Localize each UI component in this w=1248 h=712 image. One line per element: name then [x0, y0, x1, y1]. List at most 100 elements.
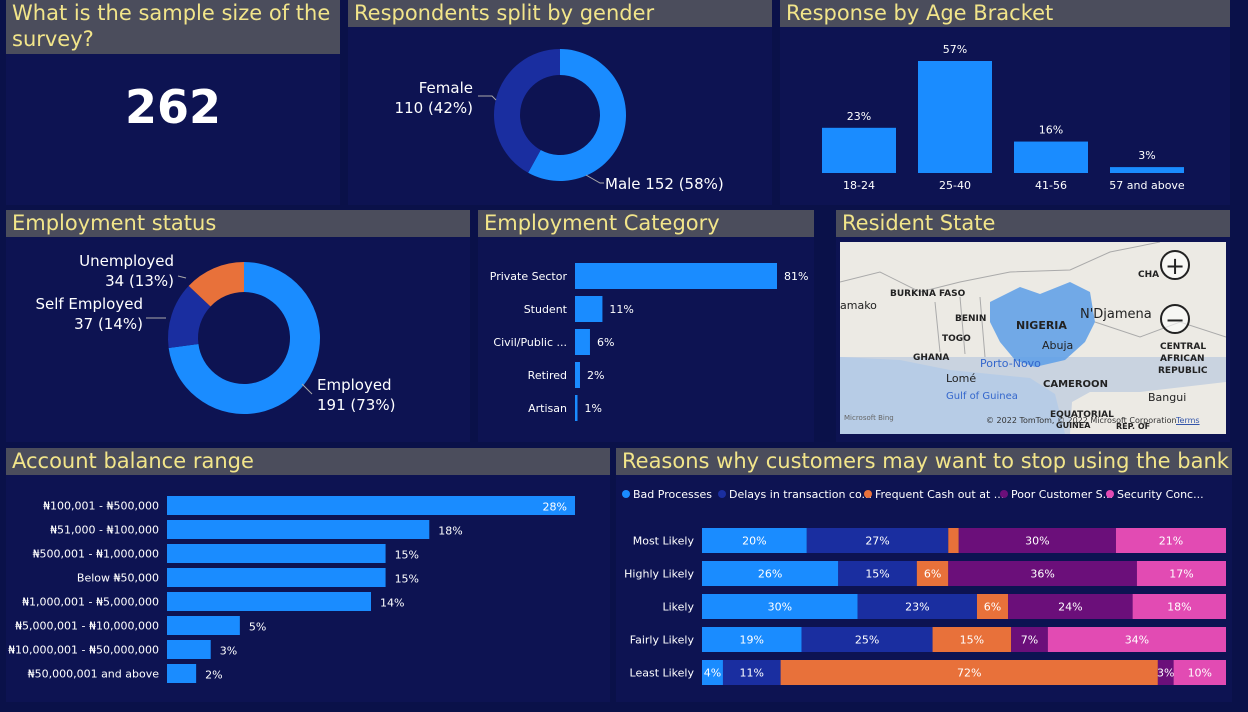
map-border-central	[1094, 321, 1226, 338]
reason-segment-frequent-cash-out-at	[948, 528, 959, 553]
legend-marker	[1106, 490, 1114, 498]
reason-segment-security-conc	[1047, 627, 1226, 652]
age-bar-label: 3%	[1138, 149, 1155, 162]
map-labels: BURKINA FASO amako BENIN NIGERIA N'Djamena CH…	[840, 270, 1208, 431]
balance-category-label: ₦1,000,001 - ₦5,000,000	[22, 596, 159, 609]
legend-marker	[718, 490, 726, 498]
employment-status-donut-chart: Unemployed 34 (13%) Self Employed 37 (14…	[35, 252, 395, 414]
reason-segment-label: 4%	[704, 667, 721, 680]
balance-bar	[167, 592, 371, 611]
map-place-label: REP. OF	[1116, 422, 1150, 431]
category-bar-artisan	[575, 395, 578, 421]
map-place-label: CHA	[1138, 270, 1159, 280]
reason-segment-frequent-cash-out-at	[916, 561, 949, 586]
employment-category-panel: Employment Category Private Sector 81% Stu…	[478, 210, 814, 442]
employment-status-donut	[168, 262, 320, 414]
map-place-label: GUINEA	[1056, 421, 1091, 430]
category-label: Student	[524, 303, 568, 316]
female-label: Female	[419, 79, 473, 97]
legend-marker	[1000, 490, 1008, 498]
account-balance-panel: Account balance range ₦100,001 - ₦500,00…	[6, 448, 610, 702]
reason-segment-frequent-cash-out-at	[932, 627, 1012, 652]
map-place-label: BURKINA FASO	[890, 289, 966, 299]
reason-segment-security-conc	[1115, 528, 1226, 553]
balance-value-label: 2%	[205, 669, 222, 682]
employment-category-bar-chart: Private Sector 81% Student 11% Civil/Public …	[490, 263, 808, 421]
category-value-label: 11%	[609, 303, 633, 316]
reason-segment-bad-processes	[702, 561, 839, 586]
reason-segment-delays-in-transaction-co	[801, 627, 933, 652]
age-bar-57-and-above	[1110, 167, 1184, 173]
reasons-title: Reasons why customers may want to stop u…	[616, 448, 1232, 475]
balance-category-label: ₦10,000,001 - ₦50,000,000	[8, 644, 159, 657]
map-attribution: © 2022 TomTom, © 2022 Microsoft Corporat…	[986, 416, 1177, 425]
age-bar-25-40	[918, 61, 992, 173]
account-balance-bar-chart: ₦100,001 - ₦500,000 28% ₦51,000 - ₦100,000…	[8, 496, 575, 683]
reason-segment-poor-customer-s	[1157, 660, 1174, 685]
reason-category-label: Least Likely	[630, 667, 695, 680]
employed-leader-line	[301, 383, 313, 395]
legend-label: Security Conc...	[1117, 488, 1204, 501]
reasons-panel: Reasons why customers may want to stop u…	[616, 448, 1232, 702]
map-place-label: AFRICAN	[1160, 354, 1205, 364]
reasons-stacked-bar-chart: Bad Processes Delays in transaction co...…	[622, 488, 1226, 685]
age-bar-chart: 23% 18-24 57% 25-40 16% 41-56 3% 57 and above	[822, 43, 1185, 192]
reason-segment-delays-in-transaction-co	[838, 561, 917, 586]
reason-segment-bad-processes	[702, 627, 802, 652]
map-terms-link[interactable]: Terms	[1176, 416, 1200, 425]
reason-segment-poor-customer-s	[1011, 627, 1048, 652]
age-bar-label: 23%	[847, 110, 871, 123]
employment-status-panel: Employment status Unemployed 34 (13%) Se…	[6, 210, 470, 442]
resident-state-panel: Resident State BURKINA FASO amako BENIN NIG…	[836, 210, 1230, 442]
balance-bar	[167, 616, 240, 635]
reason-segment-security-conc	[1132, 594, 1226, 619]
reason-segment-security-conc	[1136, 561, 1226, 586]
unemployed-slice	[188, 262, 244, 307]
resident-state-title: Resident State	[836, 210, 1230, 237]
reason-category-label: Fairly Likely	[630, 634, 695, 647]
reason-segment-label: 10%	[1188, 667, 1212, 680]
map-view[interactable]: BURKINA FASO amako BENIN NIGERIA N'Djamena CH…	[840, 242, 1226, 434]
unemployed-label: Unemployed	[79, 252, 174, 270]
reason-segment-label: 15%	[865, 568, 889, 581]
map-place-label: amako	[840, 299, 877, 312]
age-category-label: 25-40	[939, 179, 971, 192]
self-employed-label: Self Employed	[35, 295, 143, 313]
reason-segment-delays-in-transaction-co	[722, 660, 781, 685]
reason-segment-label: 3%	[1157, 667, 1174, 680]
map-land-south	[1070, 382, 1226, 434]
reason-segment-label: 11%	[740, 667, 764, 680]
male-slice	[528, 49, 626, 181]
balance-value-label: 15%	[395, 573, 419, 586]
age-panel: Response by Age Bracket 23% 18-24 57% 25-40…	[780, 0, 1230, 205]
age-bar-label: 16%	[1039, 124, 1063, 137]
unemployed-leader-line	[177, 275, 187, 279]
map-place-label: Lomé	[946, 372, 976, 385]
self-employed-value: 37 (14%)	[74, 315, 143, 333]
age-category-label: 18-24	[843, 179, 875, 192]
zoom-out-button[interactable]: −	[1160, 304, 1190, 334]
map-place-label: CENTRAL	[1160, 342, 1206, 352]
self-employed-slice	[168, 285, 211, 348]
employment-category-title: Employment Category	[478, 210, 814, 237]
age-bar-label: 57%	[943, 43, 967, 56]
category-bar-private-sector	[575, 263, 777, 289]
reason-segment-frequent-cash-out-at	[976, 594, 1009, 619]
reason-segment-label: 27%	[865, 535, 889, 548]
category-bar-civil-public	[575, 329, 590, 355]
balance-category-label: ₦100,001 - ₦500,000	[43, 500, 159, 513]
gender-donut-chart: Female 110 (42%) Male 152 (58%)	[395, 49, 724, 193]
bing-logo: Microsoft Bing	[844, 414, 894, 422]
balance-value-label: 18%	[438, 525, 462, 538]
reason-segment-delays-in-transaction-co	[806, 528, 949, 553]
category-value-label: 6%	[597, 336, 614, 349]
age-title: Response by Age Bracket	[780, 0, 1230, 27]
gender-donut	[493, 49, 626, 181]
reason-segment-poor-customer-s	[958, 528, 1116, 553]
zoom-in-button[interactable]: +	[1160, 250, 1190, 280]
reason-segment-label: 72%	[957, 667, 981, 680]
reason-segment-bad-processes	[702, 528, 807, 553]
male-label: Male 152 (58%)	[605, 175, 724, 193]
unemployed-value: 34 (13%)	[105, 272, 174, 290]
age-category-label: 57 and above	[1109, 179, 1185, 192]
